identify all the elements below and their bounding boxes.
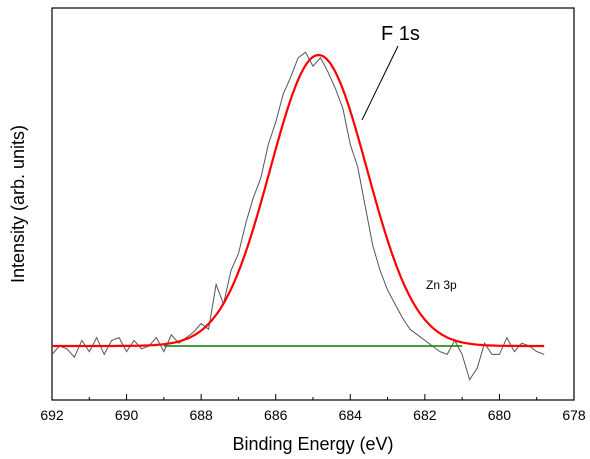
x-tick-label: 692 [40, 407, 64, 423]
x-tick-label: 688 [189, 407, 213, 423]
x-tick-label: 684 [339, 407, 363, 423]
x-tick-label: 686 [264, 407, 288, 423]
fit-line [52, 53, 545, 348]
y-axis-title: Intensity (arb. units) [8, 125, 28, 283]
x-axis-title: Binding Energy (eV) [232, 434, 393, 454]
annotation-f1s: F 1s [381, 23, 420, 45]
raw-data-line [51, 51, 545, 381]
x-tick-label: 678 [562, 407, 586, 423]
x-axis-ticks: 692 690 688 686 684 682 680 678 [40, 394, 586, 423]
annotation-zn3p: Zn 3p [426, 278, 457, 292]
plot-frame [51, 7, 575, 401]
x-tick-label: 680 [488, 407, 512, 423]
f1s-leader-line [361, 45, 399, 121]
x-tick-label: 682 [413, 407, 437, 423]
x-tick-label: 690 [115, 407, 139, 423]
series-layer [51, 51, 545, 381]
